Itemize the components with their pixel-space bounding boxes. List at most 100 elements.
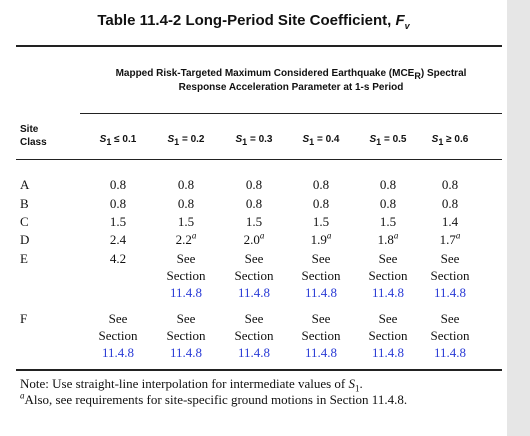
section-word: Section [368, 268, 408, 283]
top-rule [16, 45, 502, 47]
section-word: Section [301, 268, 341, 283]
table-cell: 4.2 [83, 250, 153, 267]
section-link[interactable]: 11.4.8 [433, 345, 467, 360]
coefficient-value: 2.2 [175, 232, 192, 247]
table-cell: 1.9a [286, 231, 356, 248]
see-section-cell: See Section 11.4.8 [151, 250, 221, 301]
coefficient-value: 1.5 [177, 214, 195, 229]
coefficient-value: 1.4 [441, 214, 459, 229]
table-cell: 0.8 [83, 176, 153, 193]
coefficient-value: 2.4 [109, 232, 127, 247]
column-header-subscript: 1 [174, 137, 180, 147]
document-page: Table 11.4-2 Long-Period Site Coefficien… [0, 12, 507, 407]
table-cell: 0.8 [151, 176, 221, 193]
footnote-mark: a [326, 230, 332, 241]
coefficient-value: 0.8 [441, 196, 459, 211]
coefficient-value: 0.8 [109, 177, 127, 192]
coefficient-value: 0.8 [379, 177, 397, 192]
header-rule [16, 159, 502, 160]
spanner-heading-subscript: R [414, 71, 421, 81]
see-word: See [176, 251, 196, 266]
coefficient-value: 1.5 [312, 214, 330, 229]
see-word: See [108, 311, 128, 326]
spanner-rule [80, 113, 502, 114]
column-header: S1 = 0.5 [353, 134, 423, 147]
coefficient-value: 0.8 [245, 177, 263, 192]
table-cell: 2.2a [151, 231, 221, 248]
see-section-cell: See Section 11.4.8 [286, 250, 356, 301]
coefficient-value: 1.5 [245, 214, 263, 229]
table-title-text: Table 11.4-2 Long-Period Site Coefficien… [97, 12, 392, 29]
section-link[interactable]: 11.4.8 [237, 285, 271, 300]
table-cell: 0.8 [286, 195, 356, 212]
footnote-text: Also, see requirements for site-specific… [24, 392, 408, 407]
column-header-symbol: S [99, 134, 107, 145]
site-class-label: E [20, 251, 28, 266]
section-word: Section [166, 268, 206, 283]
table-title: Table 11.4-2 Long-Period Site Coefficien… [0, 12, 507, 31]
see-section-cell: See Section 11.4.8 [415, 250, 485, 301]
coefficient-value: 0.8 [245, 196, 263, 211]
table-footnote: aAlso, see requirements for site-specifi… [20, 391, 408, 407]
see-word: See [176, 311, 196, 326]
section-link[interactable]: 11.4.8 [304, 345, 338, 360]
note-period: . [359, 376, 363, 391]
column-header-symbol: S [302, 134, 310, 145]
section-word: Section [234, 328, 274, 343]
table-title-symbol: F [395, 12, 405, 29]
spanner-heading-line2: Response Acceleration Parameter at 1-s P… [178, 82, 404, 93]
table-cell: 1.5 [219, 213, 289, 230]
site-class-label: B [20, 196, 29, 211]
section-word: Section [368, 328, 408, 343]
see-word: See [311, 251, 331, 266]
see-section-cell: See Section 11.4.8 [286, 310, 356, 361]
coefficient-value: 0.8 [109, 196, 127, 211]
table-cell: 1.5 [286, 213, 356, 230]
table-cell: 0.8 [353, 176, 423, 193]
coefficient-value: 2.0 [243, 232, 260, 247]
spanner-heading-line1: Mapped Risk-Targeted Maximum Considered … [80, 67, 502, 81]
spanner-heading-part-a: Mapped Risk-Targeted Maximum Considered … [115, 68, 415, 79]
coefficient-value: 0.8 [177, 177, 195, 192]
section-link[interactable]: 11.4.8 [101, 345, 135, 360]
column-header-condition: ≥ 0.6 [443, 134, 469, 145]
section-word: Section [430, 328, 470, 343]
bottom-rule [16, 369, 502, 371]
table-cell: 0.8 [415, 176, 485, 193]
site-class-label: D [20, 232, 30, 247]
section-word: Section [430, 268, 470, 283]
section-link[interactable]: 11.4.8 [371, 345, 405, 360]
site-class-label: F [20, 311, 28, 326]
section-link[interactable]: 11.4.8 [433, 285, 467, 300]
footnote-mark: a [191, 230, 197, 241]
table-cell: 0.8 [151, 195, 221, 212]
coefficient-value: 0.8 [441, 177, 459, 192]
scrollbar-track[interactable] [507, 0, 530, 436]
column-header-condition: ≤ 0.1 [111, 134, 137, 145]
section-word: Section [166, 328, 206, 343]
coefficient-value: 1.9 [310, 232, 327, 247]
site-class-label: C [20, 214, 29, 229]
column-header: S1 = 0.3 [219, 134, 289, 147]
table-cell: 0.8 [353, 195, 423, 212]
spanner-heading-part-b: ) Spectral [420, 68, 467, 79]
column-header-symbol: S [235, 134, 243, 145]
column-header: S1 ≥ 0.6 [415, 134, 485, 147]
column-header-condition: = 0.5 [381, 134, 407, 145]
see-section-cell: See Section 11.4.8 [353, 250, 423, 301]
section-link[interactable]: 11.4.8 [237, 345, 271, 360]
see-section-cell: See Section 11.4.8 [353, 310, 423, 361]
coefficient-value: 1.8 [377, 232, 394, 247]
see-word: See [378, 311, 398, 326]
section-word: Section [98, 328, 138, 343]
column-header-subscript: 1 [309, 137, 315, 147]
section-word: Section [234, 268, 274, 283]
coefficient-value: 4.2 [109, 251, 127, 266]
section-link[interactable]: 11.4.8 [169, 285, 203, 300]
coefficient-value: 1.7 [439, 232, 456, 247]
section-link[interactable]: 11.4.8 [304, 285, 338, 300]
coefficient-value: 0.8 [312, 177, 330, 192]
column-header-condition: = 0.3 [247, 134, 273, 145]
section-link[interactable]: 11.4.8 [371, 285, 405, 300]
section-link[interactable]: 11.4.8 [169, 345, 203, 360]
